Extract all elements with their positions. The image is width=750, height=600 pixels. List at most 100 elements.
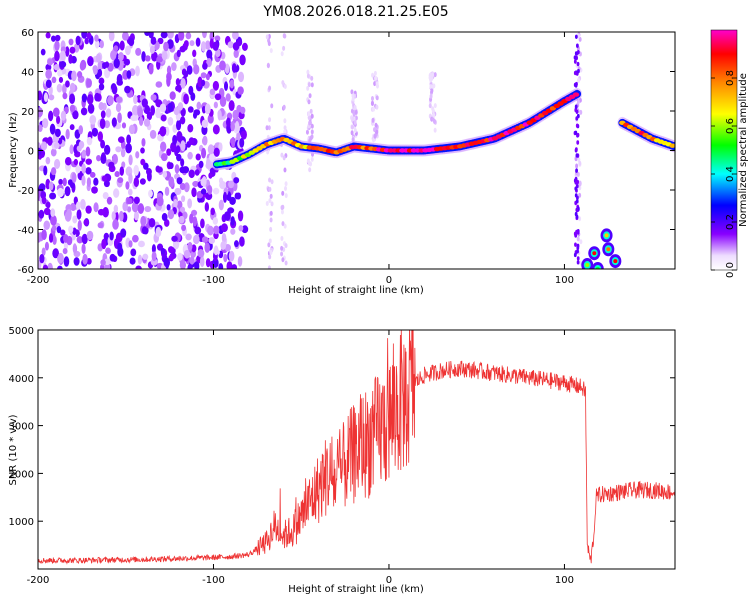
noise-speckle [82, 253, 88, 265]
noise-speckle [269, 193, 273, 199]
noise-speckle [270, 103, 274, 109]
noise-speckle [50, 167, 57, 176]
noise-speckle [183, 182, 190, 193]
noise-speckle [176, 153, 182, 162]
noise-speckle [167, 209, 175, 220]
noise-speckle [191, 187, 197, 198]
noise-speckle [372, 106, 376, 112]
noise-speckle [127, 188, 133, 196]
noise-speckle [85, 205, 92, 214]
noise-speckle [86, 177, 92, 187]
noise-speckle [42, 118, 49, 129]
noise-speckle [130, 114, 138, 122]
noise-speckle [310, 75, 314, 81]
noise-speckle [576, 179, 580, 185]
noise-speckle [45, 156, 51, 165]
noise-speckle [207, 185, 213, 195]
noise-speckle [202, 32, 207, 39]
noise-speckle [576, 256, 580, 261]
noise-speckle [306, 85, 310, 91]
noise-speckle [197, 248, 205, 258]
noise-speckle [283, 118, 287, 124]
snr-y-tick-label: 4000 [9, 374, 34, 385]
noise-speckle [106, 174, 112, 182]
noise-speckle [104, 120, 111, 129]
noise-speckle [63, 256, 70, 267]
noise-speckle [578, 192, 582, 198]
noise-speckle [71, 70, 77, 82]
noise-speckle [69, 124, 75, 131]
noise-speckle [162, 170, 168, 178]
noise-speckle [280, 235, 284, 241]
noise-speckle [47, 262, 53, 269]
noise-speckle [156, 196, 164, 207]
noise-speckle [97, 222, 104, 229]
noise-speckle [181, 195, 186, 203]
noise-speckle [202, 135, 208, 146]
noise-speckle [231, 63, 237, 73]
noise-speckle [163, 41, 169, 52]
noise-speckle [87, 58, 94, 67]
colorbar-tick-label: 0.2 [725, 214, 736, 230]
noise-speckle [76, 236, 84, 244]
noise-speckle [155, 107, 161, 119]
noise-speckle [40, 48, 46, 56]
noise-speckle [65, 128, 70, 140]
noise-speckle [93, 177, 99, 186]
noise-speckle [45, 32, 51, 39]
noise-speckle [44, 241, 49, 251]
noise-speckle [233, 49, 239, 58]
noise-speckle [54, 34, 61, 42]
noise-speckle [159, 103, 167, 113]
snr-y-tick-label: 3000 [9, 422, 34, 433]
noise-speckle [75, 165, 81, 174]
noise-speckle [48, 94, 55, 101]
noise-speckle [167, 116, 174, 126]
noise-speckle [94, 92, 100, 102]
noise-speckle [283, 125, 287, 131]
noise-speckle [573, 59, 577, 64]
noise-speckle [159, 141, 167, 152]
noise-speckle [47, 58, 54, 66]
noise-speckle [105, 108, 112, 118]
noise-speckle [113, 58, 120, 69]
noise-speckle [236, 39, 243, 46]
noise-speckle [50, 214, 57, 226]
noise-speckle [306, 73, 310, 79]
noise-speckle [232, 109, 239, 120]
noise-speckle [199, 256, 205, 268]
noise-speckle [100, 259, 106, 266]
noise-speckle [192, 180, 199, 188]
noise-speckle [148, 189, 153, 198]
noise-speckle [181, 224, 187, 232]
noise-speckle [433, 103, 437, 109]
noise-speckle [200, 72, 207, 79]
noise-speckle [206, 58, 212, 68]
noise-speckle [69, 144, 74, 155]
noise-speckle [141, 138, 146, 147]
noise-speckle [97, 131, 103, 142]
noise-speckle [54, 50, 60, 62]
noise-speckle [575, 163, 579, 169]
noise-speckle [150, 105, 156, 116]
noise-speckle [141, 98, 148, 108]
noise-speckle [224, 243, 231, 252]
noise-speckle [168, 246, 174, 254]
noise-speckle [76, 209, 82, 220]
noise-speckle [131, 201, 139, 213]
noise-speckle [188, 169, 195, 179]
noise-speckle [53, 64, 61, 71]
noise-speckle [214, 93, 222, 101]
noise-speckle [308, 120, 312, 126]
noise-speckle [428, 103, 432, 109]
ridge-core [572, 92, 580, 97]
noise-speckle [280, 205, 284, 211]
noise-speckle [575, 214, 579, 219]
noise-speckle [433, 72, 437, 78]
noise-speckle [270, 179, 274, 185]
noise-speckle [267, 265, 271, 269]
noise-speckle [205, 73, 210, 81]
noise-speckle [310, 82, 314, 88]
noise-speckle [45, 79, 52, 89]
noise-speckle [41, 247, 46, 256]
